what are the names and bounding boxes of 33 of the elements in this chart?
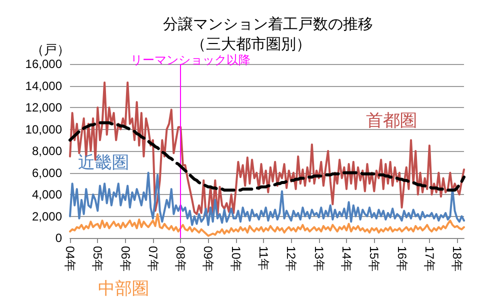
y-tick-label: 0	[55, 231, 62, 245]
text: 中部圏	[98, 279, 149, 298]
y-tick-label: 12,000	[25, 100, 62, 114]
y-tick-label: 10,000	[25, 122, 62, 136]
y-tick-label: 8,000	[32, 144, 62, 158]
line-series	[69, 172, 465, 226]
y-axis-title: （戸）	[31, 42, 70, 57]
x-tick-label: 13年	[312, 246, 326, 272]
series-label: 首都圏	[366, 111, 417, 130]
y-tick-label: 16,000	[25, 57, 62, 71]
chart-subtitle: （三大都市圏別）	[191, 36, 311, 53]
x-tick-label: 16年	[394, 246, 409, 272]
y-tick-label: 2,000	[32, 209, 62, 224]
ref-line-label: リーマンショック以降	[130, 53, 251, 67]
series-label: 近畿圏	[78, 153, 129, 172]
x-tick-label: 12年	[284, 246, 298, 272]
x-tick-label: 09年	[201, 246, 216, 272]
x-tick-label: 10年	[228, 246, 243, 272]
y-tick-label: 6,000	[32, 166, 62, 180]
x-tick-label: 17年	[422, 246, 436, 272]
x-tick-label: 11年	[256, 246, 271, 270]
x-tick-label: 18年	[450, 246, 464, 272]
line-series	[69, 81, 465, 218]
y-tick-label: 4,000	[32, 188, 62, 202]
x-tick-label: 14年	[339, 246, 354, 272]
x-tick-label: 04年	[63, 246, 77, 272]
x-tick-label: 08年	[174, 246, 188, 272]
y-tick-label: 14,000	[25, 78, 62, 93]
x-tick-label: 07年	[146, 246, 160, 272]
x-tick-label: 05年	[90, 246, 105, 272]
chart-title: 分譲マンション着工戸数の推移	[163, 16, 373, 33]
x-tick-label: 15年	[367, 246, 382, 272]
x-tick-label: 06年	[118, 246, 132, 272]
